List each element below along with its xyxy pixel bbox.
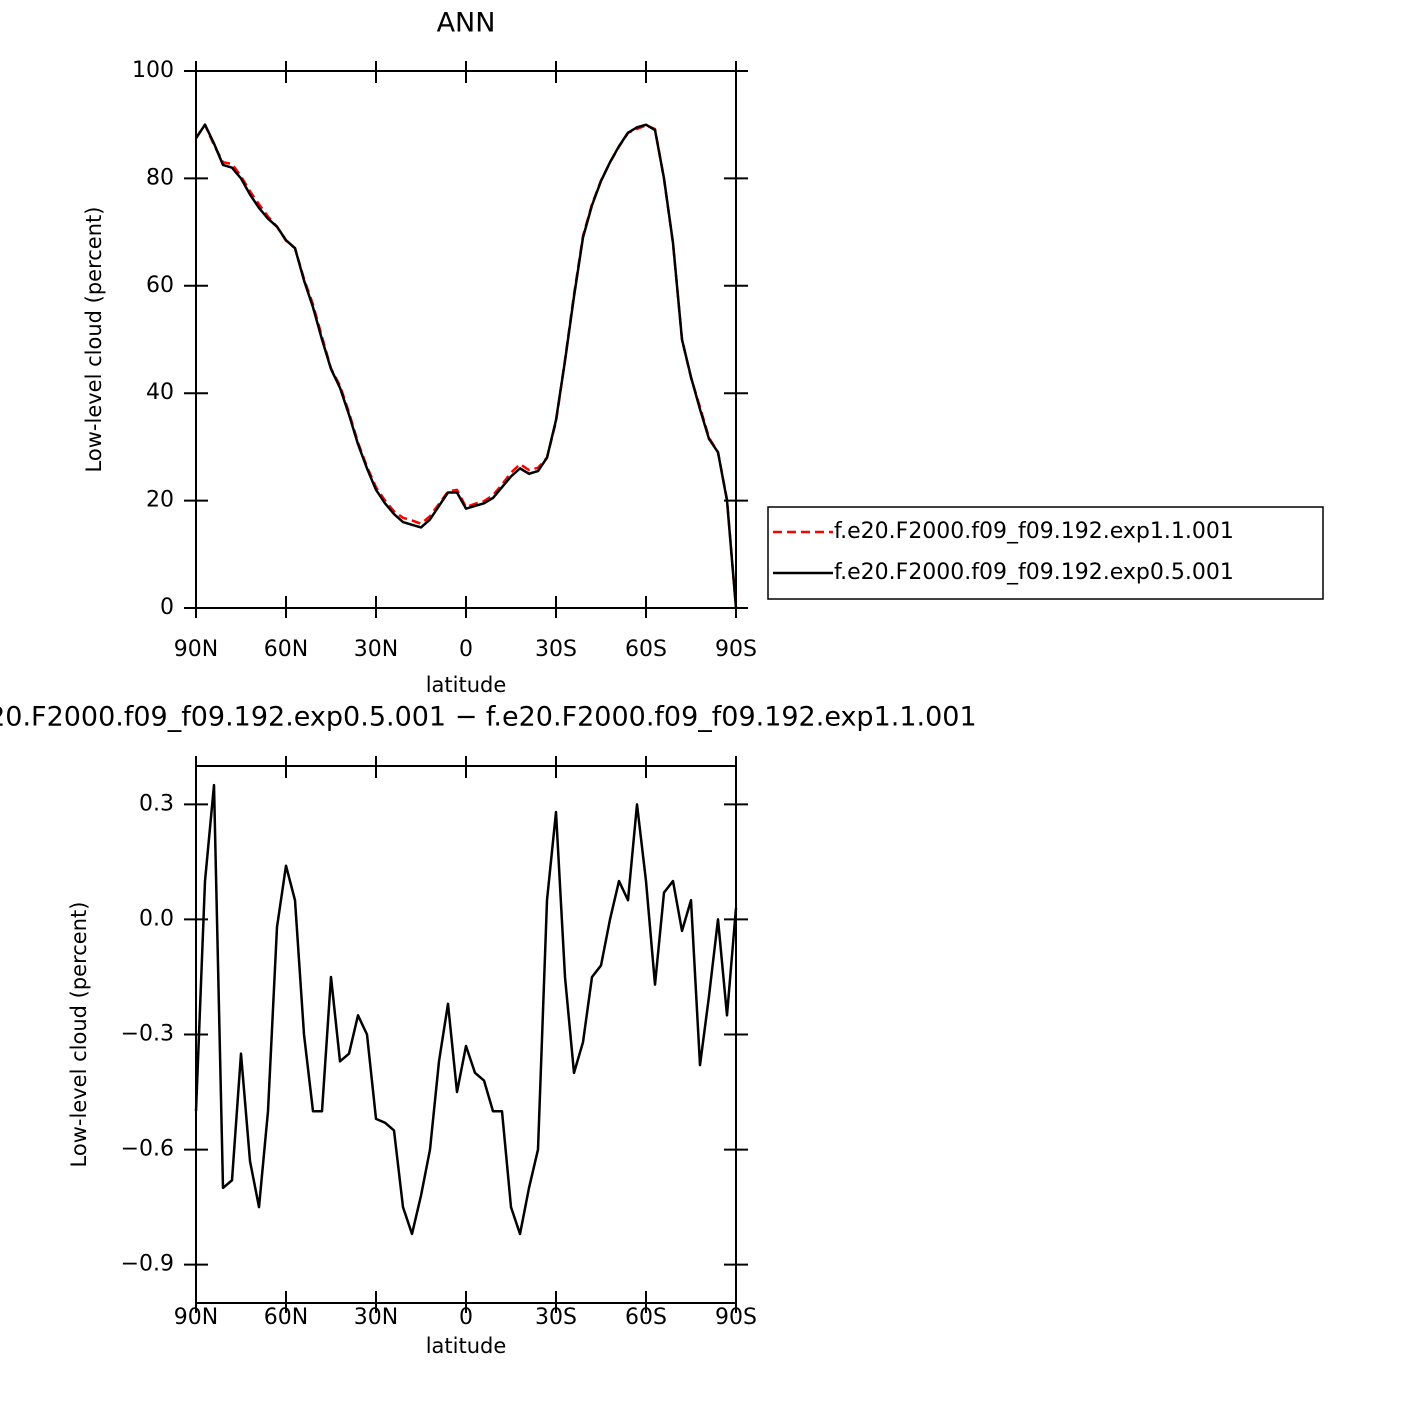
x-tick-label: 30S: [535, 637, 577, 662]
x-tick-label: 90S: [715, 637, 757, 662]
y-tick-label: 60: [146, 273, 174, 298]
y-tick-label: 40: [146, 380, 174, 405]
legend-label: f.e20.F2000.f09_f09.192.exp1.1.001: [834, 519, 1234, 544]
legend-label: f.e20.F2000.f09_f09.192.exp0.5.001: [834, 560, 1234, 585]
y-axis-label: Low-level cloud (percent): [67, 902, 91, 1168]
y-tick-label: 100: [132, 58, 174, 83]
series-line: [194, 123, 738, 609]
x-tick-label: 90N: [174, 637, 218, 662]
y-tick-label: 20: [146, 488, 174, 513]
y-tick-label: −0.9: [121, 1252, 174, 1277]
x-tick-label: 90N: [174, 1305, 218, 1330]
chart-title: f.e20.F2000.f09_f09.192.exp0.5.001 − f.e…: [0, 702, 977, 733]
x-axis-label: latitude: [426, 673, 507, 697]
x-tick-label: 0: [459, 1305, 473, 1330]
x-tick-label: 30N: [354, 1305, 398, 1330]
plot-frame: [195, 70, 737, 609]
y-axis-label: Low-level cloud (percent): [82, 207, 106, 473]
x-tick-label: 90S: [715, 1305, 757, 1330]
y-tick-label: 0.0: [139, 906, 174, 931]
series-line: [194, 123, 738, 609]
x-tick-label: 30S: [535, 1305, 577, 1330]
y-tick-label: 80: [146, 165, 174, 190]
x-tick-label: 60N: [264, 637, 308, 662]
legend-box: [767, 506, 1324, 600]
y-tick-label: −0.3: [121, 1022, 174, 1047]
x-axis-label: latitude: [426, 1334, 507, 1358]
y-tick-label: 0: [160, 595, 174, 620]
plot-frame: [195, 765, 737, 1304]
x-tick-label: 30N: [354, 637, 398, 662]
chart-title: ANN: [437, 8, 496, 39]
y-tick-label: 0.3: [139, 791, 174, 816]
x-tick-label: 0: [459, 637, 473, 662]
series-line: [194, 783, 738, 1236]
y-tick-label: −0.6: [121, 1137, 174, 1162]
x-tick-label: 60S: [625, 637, 667, 662]
x-tick-label: 60S: [625, 1305, 667, 1330]
x-tick-label: 60N: [264, 1305, 308, 1330]
